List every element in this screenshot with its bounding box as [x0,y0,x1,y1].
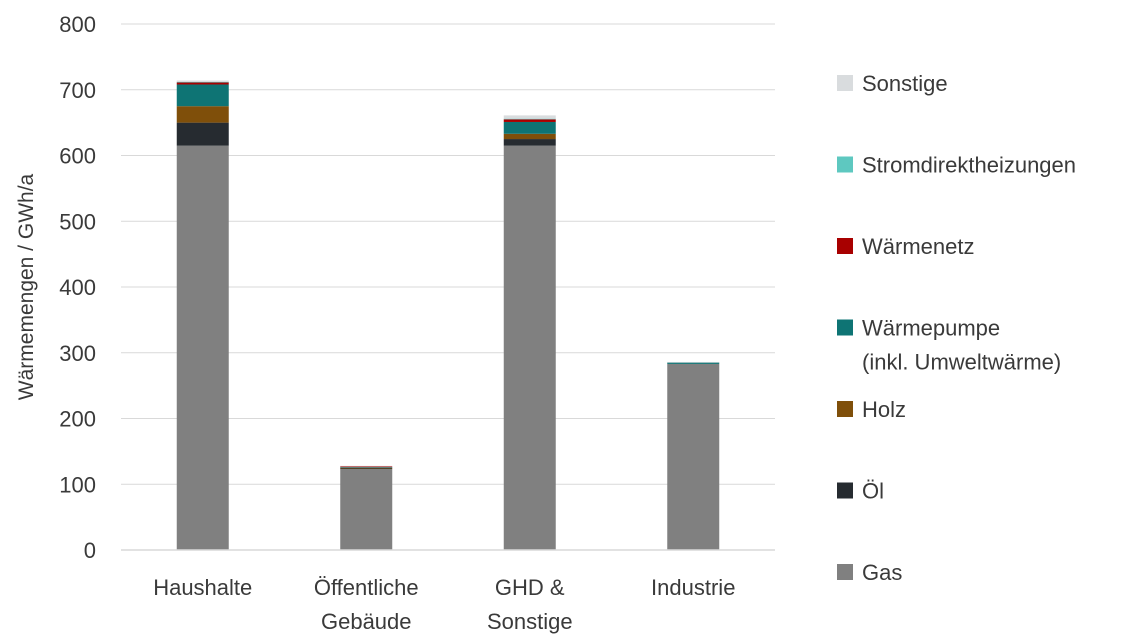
legend-swatch [837,156,853,173]
bar-segment [176,82,229,85]
bar-segment [176,106,229,123]
y-tick-label: 0 [84,538,96,563]
bar-segment [667,361,720,363]
legend-item: Öl [837,479,884,504]
bar-stack [340,465,393,550]
bar-segment [503,139,556,146]
legend-swatch [837,75,853,91]
bar-segment [340,468,393,470]
y-tick-label: 200 [59,407,96,432]
y-tick-label: 600 [59,144,96,169]
y-axis-label: Wärmemengen / GWh/a [15,173,38,400]
bar-stack [667,361,720,550]
legend-label: Gas [862,560,902,585]
gridlines [121,23,775,485]
legend-swatch [837,319,853,336]
bar-segment [176,81,229,83]
bar-segment [340,467,393,469]
y-tick-label: 300 [59,341,96,366]
legend-item: Sonstige [837,71,948,96]
bar-stack [503,115,556,550]
bar-segment [503,145,556,550]
bar-segment [503,133,556,140]
y-tick-label: 100 [59,472,96,497]
legend-swatch [837,401,853,417]
legend-item: Wärmenetz [837,234,974,259]
y-axis-ticks: 0 100 200 300 400 500 600 700 800 [59,12,96,563]
legend-swatch [837,238,853,254]
bar-segment [340,466,393,468]
legend: Sonstige Stromdirektheizungen Wärmenetz Wär… [837,71,1076,585]
legend-label: Wärmenetz [862,234,974,259]
bars [176,80,720,550]
legend-swatch [837,482,853,499]
bar-segment [176,84,229,107]
legend-item: Holz [837,397,906,422]
bar-segment [340,465,393,467]
y-tick-label: 700 [59,78,96,103]
x-tick-label: Haushalte [153,575,252,600]
legend-item: Gas [837,560,902,585]
bar-segment [667,363,720,550]
bar-segment [176,145,229,550]
bar-stack [176,80,229,550]
legend-label: Stromdirektheizungen [862,153,1076,178]
legend-item: Stromdirektheizungen [837,153,1076,178]
y-tick-label: 400 [59,275,96,300]
bar-segment [340,467,393,468]
bar-segment [503,119,556,122]
x-axis-categories: Haushalte Öffentliche Gebäude GHD & Sonstige… [153,575,735,634]
bar-segment [503,118,556,120]
legend-item: Wärmepumpe (inkl. Umweltwärme) [837,316,1061,375]
bar-segment [176,80,229,82]
bar-segment [503,121,556,134]
legend-label: Öl [862,479,884,504]
legend-swatch [837,564,853,580]
bar-segment [667,362,720,364]
legend-label: Wärmepumpe (inkl. Umweltwärme) [862,316,1061,375]
y-tick-label: 800 [59,12,96,37]
legend-label: Holz [862,397,906,422]
bar-segment [340,469,393,550]
x-tick-label: Öffentliche Gebäude [314,575,419,634]
bar-segment [503,115,556,119]
bar-segment [176,122,229,146]
y-tick-label: 500 [59,209,96,234]
legend-label: Sonstige [862,71,948,96]
x-tick-label: GHD & Sonstige [487,575,573,634]
x-tick-label: Industrie [651,575,735,600]
